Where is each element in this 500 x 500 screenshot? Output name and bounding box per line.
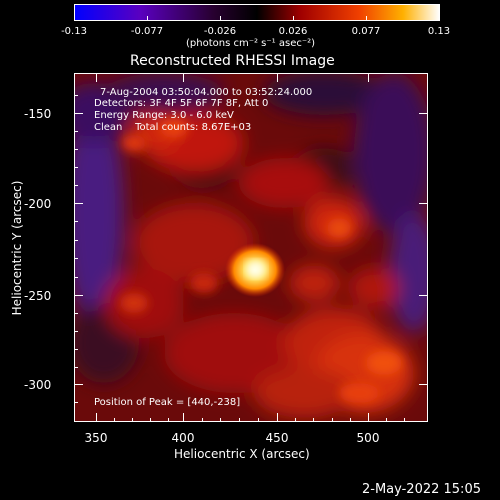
y-axis-label: Heliocentric Y (arcsec) xyxy=(10,180,24,316)
colorbar-tick-label: 0.077 xyxy=(351,26,381,37)
colorbar-tick-label: 0.13 xyxy=(427,26,451,37)
colorbar xyxy=(74,4,440,21)
rhessi-image xyxy=(74,73,428,422)
y-tick-label: -200 xyxy=(24,197,52,211)
info-counts: Clean Total counts: 8.67E+03 xyxy=(94,122,252,133)
colorbar-tick-label: -0.077 xyxy=(130,26,164,37)
colorbar-unit-label: (photons cm⁻² s⁻¹ asec⁻²) xyxy=(186,38,316,49)
info-time-range: 7-Aug-2004 03:50:04.000 to 03:52:24.000 xyxy=(100,87,313,98)
colorbar-tick-label: -0.13 xyxy=(61,26,87,37)
timestamp: 2-May-2022 15:05 xyxy=(362,482,481,497)
x-tick-label: 350 xyxy=(84,431,108,445)
y-tick-label: -150 xyxy=(24,107,52,121)
colorbar-tick-label: 0.026 xyxy=(278,26,308,37)
x-tick-label: 450 xyxy=(265,431,289,445)
colorbar-tick-label: -0.026 xyxy=(203,26,237,37)
x-tick-label: 500 xyxy=(356,431,380,445)
info-energy-range: Energy Range: 3.0 - 6.0 keV xyxy=(94,110,234,121)
x-axis-label: Heliocentric X (arcsec) xyxy=(174,447,310,461)
info-detectors: Detectors: 3F 4F 5F 6F 7F 8F, Att 0 xyxy=(94,98,269,109)
x-tick-label: 400 xyxy=(171,431,195,445)
plot-title: Reconstructed RHESSI Image xyxy=(130,53,335,69)
y-tick-label: -250 xyxy=(24,289,52,303)
y-tick-label: -300 xyxy=(24,378,52,392)
info-peak-position: Position of Peak = [440,-238] xyxy=(94,397,241,408)
